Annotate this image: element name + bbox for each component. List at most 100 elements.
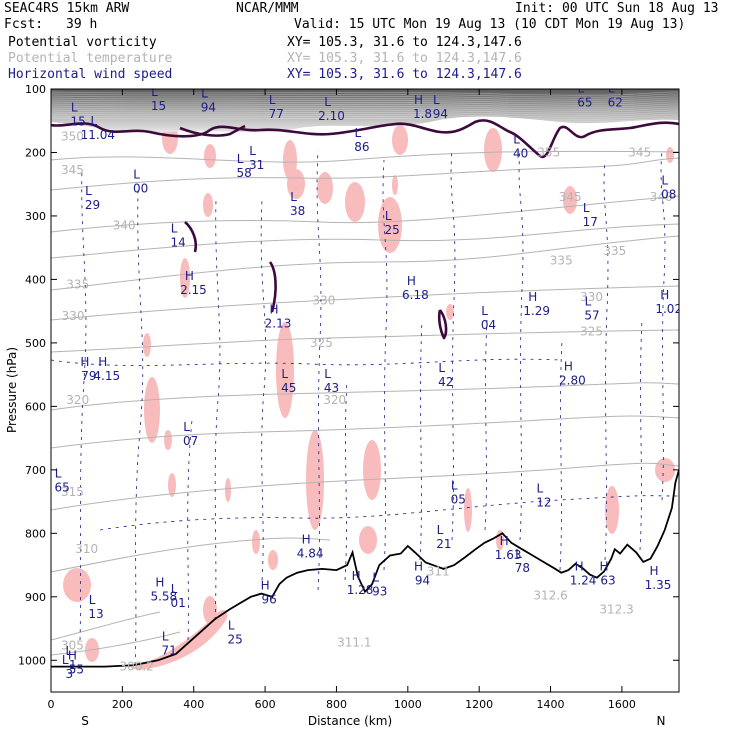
wind-max-blob	[605, 486, 619, 534]
field-theta-xy: XY= 105.3, 31.6 to 124.3,147.6	[287, 51, 522, 66]
y-tick-label-200: 200	[25, 146, 46, 159]
extremum-marker: H	[261, 579, 270, 593]
theta-contour	[51, 415, 679, 449]
wind-max-blob	[130, 610, 228, 670]
y-tick-label-300: 300	[25, 210, 46, 223]
extremum-value: 65	[577, 96, 592, 110]
extremum-marker: H	[500, 534, 509, 548]
extremum-marker: L	[281, 367, 288, 381]
extremum-marker: H	[564, 360, 573, 374]
extremum-value: 65	[54, 480, 69, 494]
extremum-marker: L	[355, 126, 362, 140]
theta-label: 330	[580, 290, 603, 304]
extremum-value: 29	[85, 198, 100, 212]
extremum-value: 5.58	[150, 589, 177, 603]
x-tick-label-1600: 1600	[608, 698, 636, 711]
extremum-marker: H	[528, 290, 537, 304]
extremum-marker: H	[660, 288, 669, 302]
stratosphere-contour	[51, 93, 679, 98]
y-tick-label-500: 500	[25, 337, 46, 350]
extremum-value: 08	[661, 188, 676, 202]
extremum-marker: L	[201, 87, 208, 101]
wind-max-blob	[204, 144, 216, 168]
theta-label: 335	[66, 277, 89, 291]
wind-max-blob	[180, 258, 190, 298]
stratosphere-contour	[51, 103, 679, 108]
extremum-value: 15	[71, 115, 86, 129]
extremum-marker: L	[438, 361, 445, 375]
y-tick-label-800: 800	[25, 527, 46, 540]
extremum-value: 4.15	[93, 369, 120, 383]
extremum-value: 11.04	[81, 128, 115, 142]
extremum-marker: L	[578, 82, 585, 96]
stratosphere-contour	[51, 95, 679, 100]
extremum-value: 05	[451, 492, 466, 506]
extremum-value: 13	[88, 607, 103, 621]
x-tick-label-1200: 1200	[465, 698, 493, 711]
extremum-value: 58	[236, 166, 251, 180]
extremum-marker: H	[302, 532, 311, 546]
y-tick-label-700: 700	[25, 464, 46, 477]
extremum-value: 15	[151, 99, 166, 113]
y-axis-label: Pressure (hPa)	[5, 347, 19, 433]
extremum-marker: H	[98, 355, 107, 369]
extremum-marker: H	[352, 569, 361, 583]
extremum-marker: L	[55, 466, 62, 480]
wind-contour	[660, 149, 666, 501]
y-tick-label-100: 100	[25, 83, 46, 96]
extremum-marker: L	[85, 184, 92, 198]
wind-max-blob	[287, 169, 305, 199]
wind-contour	[603, 159, 609, 561]
center-name: NCAR/MMM	[236, 1, 299, 16]
theta-contour	[51, 537, 331, 573]
pv-contour	[51, 119, 679, 159]
field-pv-xy: XY= 105.3, 31.6 to 124.3,147.6	[287, 35, 522, 50]
wind-contour	[316, 149, 322, 591]
wind-contour	[344, 379, 348, 581]
x-tick-label-800: 800	[326, 698, 347, 711]
extremum-marker: L	[249, 144, 256, 158]
extremum-value: 07	[183, 434, 198, 448]
stratosphere-contour	[51, 107, 679, 112]
plot-frame	[50, 88, 680, 693]
extremum-marker: L	[151, 85, 158, 99]
extremum-value: 94	[415, 574, 430, 588]
wind-contour	[484, 319, 488, 531]
theta-label: 340	[650, 190, 673, 204]
y-tick-label-400: 400	[25, 273, 46, 286]
extremum-value: 00	[133, 181, 148, 195]
stratosphere-contour	[51, 91, 679, 96]
extremum-value: 62	[608, 96, 623, 110]
wind-max-blob	[252, 530, 260, 554]
extremum-marker: H	[407, 274, 416, 288]
extremum-value: 86	[354, 140, 369, 154]
extremum-marker: H	[414, 560, 423, 574]
stratosphere-fill	[51, 89, 679, 133]
theta-label: 312.6	[533, 589, 567, 603]
extremum-marker: L	[451, 478, 458, 492]
wind-max-blob	[655, 458, 675, 482]
extremum-value: 42	[438, 375, 453, 389]
extremum-marker: L	[62, 653, 69, 667]
extremum-value: 57	[584, 308, 599, 322]
stratospheric-pv-fill	[51, 89, 679, 133]
extremum-value: 94	[201, 101, 216, 115]
extremum-value: 1.24	[570, 574, 597, 588]
extremum-marker: L	[171, 582, 178, 596]
extremum-marker: H	[269, 303, 278, 317]
wind-max-blob	[63, 568, 91, 602]
wind-contour	[260, 199, 267, 581]
wind-max-blob	[268, 550, 278, 570]
x-tick-label-600: 600	[255, 698, 276, 711]
extrema-labels: L11.04L29L00L14H2.15L58L31L38H2.13H6.18L…	[54, 82, 679, 681]
theta-label: 320	[66, 393, 89, 407]
pv-contour	[184, 221, 198, 253]
stratosphere-contour	[51, 99, 679, 104]
theta-contour	[51, 150, 679, 163]
extremum-value: 79	[81, 369, 96, 383]
theta-label: 345	[61, 163, 84, 177]
theta-label: 335	[550, 253, 573, 267]
extremum-value: 1.63	[495, 548, 522, 562]
stratosphere-contour	[51, 117, 679, 122]
extremum-marker: L	[437, 523, 444, 537]
